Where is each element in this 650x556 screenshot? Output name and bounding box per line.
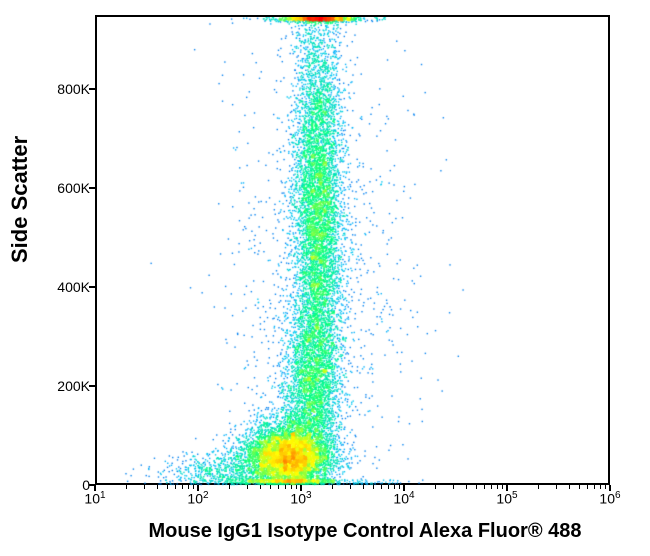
x-tick-label: 102 — [183, 490, 213, 507]
x-tick-label: 104 — [389, 490, 419, 507]
x-tick-label: 103 — [286, 490, 316, 507]
y-axis-label: Side Scatter — [7, 136, 33, 263]
plot-area — [95, 15, 610, 485]
x-axis-label: Mouse IgG1 Isotype Control Alexa Fluor® … — [95, 520, 635, 543]
y-tick-label: 400K — [50, 279, 90, 295]
x-tick-label: 101 — [80, 490, 110, 507]
x-tick-label: 105 — [492, 490, 522, 507]
x-tick-label: 106 — [595, 490, 625, 507]
scatter-canvas — [97, 17, 612, 487]
y-tick-label: 200K — [50, 378, 90, 394]
y-tick-label: 600K — [50, 180, 90, 196]
y-tick-label: 800K — [50, 81, 90, 97]
chart-container — [95, 15, 610, 485]
